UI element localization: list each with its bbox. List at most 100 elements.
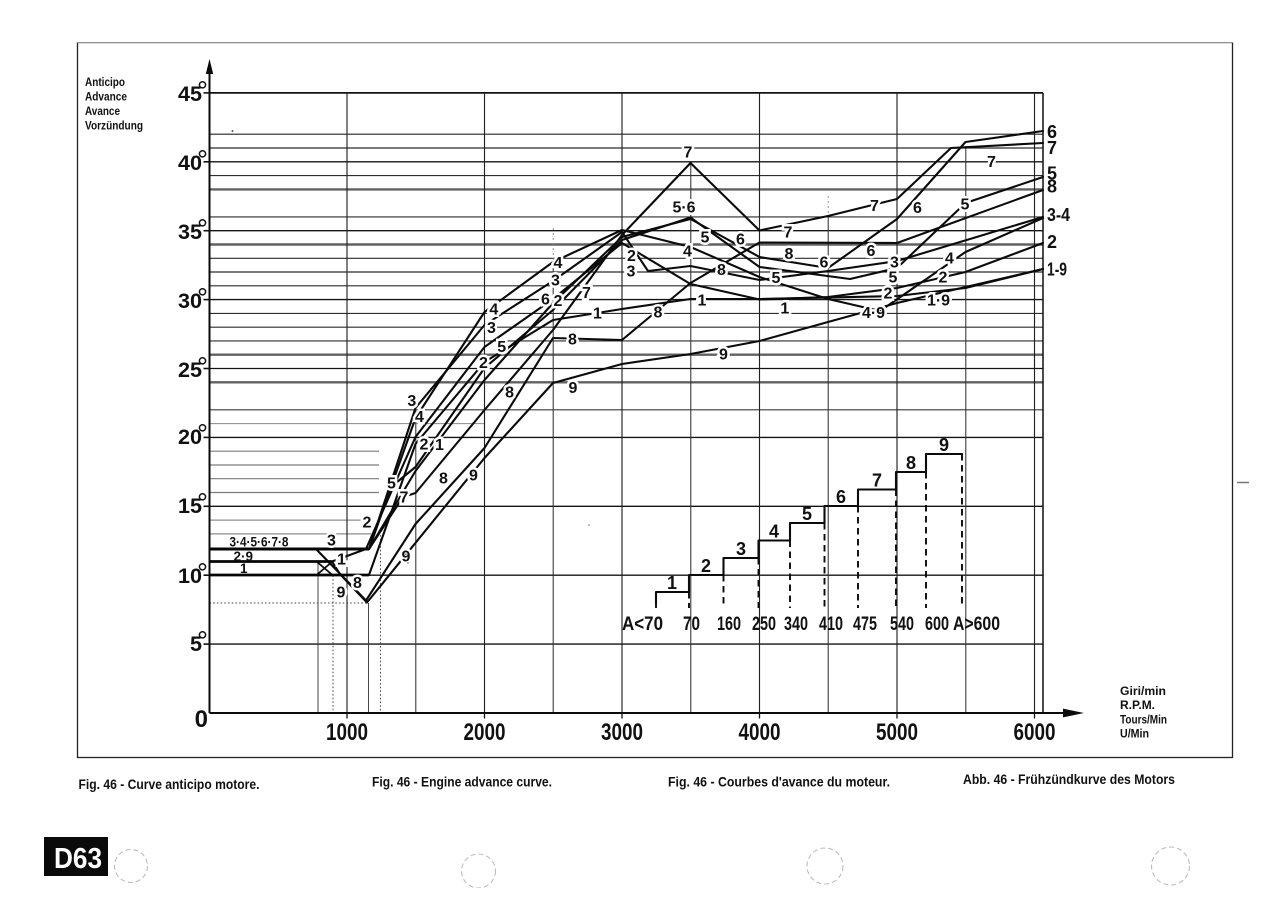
svg-text:1·9: 1·9 [927, 293, 950, 310]
svg-text:8: 8 [568, 332, 577, 349]
svg-text:1: 1 [780, 301, 789, 318]
svg-text:2: 2 [939, 270, 948, 287]
svg-text:7: 7 [987, 154, 996, 171]
svg-text:40: 40 [178, 152, 202, 175]
svg-text:1: 1 [337, 552, 346, 569]
svg-text:1: 1 [593, 306, 602, 323]
svg-text:4: 4 [489, 302, 498, 319]
svg-text:45: 45 [178, 83, 202, 106]
svg-text:9: 9 [569, 380, 578, 397]
svg-text:9: 9 [719, 347, 728, 364]
svg-text:6: 6 [736, 232, 745, 249]
svg-text:4·9: 4·9 [862, 305, 885, 322]
svg-text:7: 7 [400, 490, 409, 507]
svg-text:8: 8 [906, 453, 916, 473]
svg-text:6: 6 [541, 292, 550, 309]
svg-text:U/Min: U/Min [1120, 729, 1149, 741]
svg-text:Abb. 46 - Frühzündkurve des Mo: Abb. 46 - Frühzündkurve des Motors [963, 771, 1175, 787]
svg-text:4: 4 [415, 409, 424, 426]
svg-text:7: 7 [870, 198, 879, 215]
svg-text:8: 8 [505, 385, 514, 402]
svg-text:2: 2 [1047, 232, 1057, 252]
svg-text:A<70: A<70 [622, 614, 663, 635]
svg-text:8: 8 [785, 246, 794, 263]
svg-text:Advance: Advance [85, 92, 127, 104]
svg-text:4: 4 [489, 302, 498, 319]
svg-text:10: 10 [178, 565, 202, 588]
svg-text:2: 2 [627, 248, 636, 265]
svg-text:6: 6 [836, 487, 846, 507]
svg-text:9: 9 [337, 585, 346, 602]
svg-text:2: 2 [884, 286, 893, 303]
svg-text:4: 4 [554, 255, 563, 272]
svg-text:160: 160 [717, 614, 741, 635]
svg-text:2: 2 [479, 355, 488, 372]
svg-text:5: 5 [772, 270, 781, 287]
svg-text:600: 600 [925, 614, 949, 635]
svg-text:3: 3 [407, 393, 416, 410]
svg-text:2: 2 [554, 293, 563, 310]
svg-text:2: 2 [554, 293, 563, 310]
svg-text:9: 9 [337, 585, 346, 602]
svg-text:5: 5 [802, 504, 812, 524]
svg-text:6: 6 [736, 232, 745, 249]
svg-text:6: 6 [541, 292, 550, 309]
svg-text:4: 4 [945, 251, 954, 268]
svg-text:2: 2 [363, 515, 372, 532]
svg-text:70: 70 [683, 614, 700, 635]
svg-text:2: 2 [479, 355, 488, 372]
svg-text:8: 8 [1047, 177, 1057, 197]
svg-text:3: 3 [487, 320, 496, 337]
svg-text:7: 7 [582, 285, 591, 302]
svg-text:3: 3 [327, 533, 336, 550]
svg-text:9: 9 [402, 549, 411, 566]
svg-text:250: 250 [752, 614, 776, 635]
svg-text:9: 9 [569, 380, 578, 397]
svg-text:7: 7 [400, 490, 409, 507]
svg-text:6: 6 [820, 255, 829, 272]
svg-text:8: 8 [353, 575, 362, 592]
svg-text:8: 8 [717, 262, 726, 279]
svg-text:8: 8 [654, 305, 663, 322]
svg-text:Fig. 46 - Engine advance curve: Fig. 46 - Engine advance curve. [372, 774, 552, 790]
svg-text:1: 1 [667, 573, 677, 593]
svg-text:Avance: Avance [85, 106, 120, 118]
svg-text:6: 6 [820, 255, 829, 272]
svg-text:1·9: 1·9 [927, 293, 950, 310]
svg-text:6: 6 [1047, 122, 1057, 142]
svg-text:3-4: 3-4 [1047, 205, 1070, 225]
svg-text:6: 6 [913, 200, 922, 217]
svg-text:Fig. 46 - Courbes d'avance du: Fig. 46 - Courbes d'avance du moteur. [668, 774, 890, 790]
svg-text:6: 6 [867, 243, 876, 260]
svg-text:1000: 1000 [326, 719, 368, 746]
svg-text:1: 1 [780, 301, 789, 318]
svg-text:35: 35 [178, 221, 202, 244]
svg-text:4: 4 [683, 244, 692, 261]
svg-text:3: 3 [890, 255, 899, 272]
svg-text:410: 410 [819, 614, 843, 635]
svg-text:3: 3 [890, 255, 899, 272]
svg-text:7: 7 [1047, 138, 1057, 158]
svg-text:8: 8 [353, 575, 362, 592]
svg-text:4: 4 [945, 251, 954, 268]
svg-text:A>600: A>600 [953, 614, 1000, 635]
svg-text:3: 3 [487, 320, 496, 337]
svg-text:Vorzündung: Vorzündung [85, 121, 143, 133]
svg-text:3: 3 [327, 533, 336, 550]
svg-text:7: 7 [784, 225, 793, 242]
svg-text:7: 7 [582, 285, 591, 302]
svg-text:7: 7 [987, 154, 996, 171]
svg-text:1: 1 [435, 437, 444, 454]
svg-text:8: 8 [505, 385, 514, 402]
svg-text:30: 30 [178, 290, 202, 313]
svg-text:9: 9 [719, 347, 728, 364]
svg-text:5: 5 [889, 270, 898, 287]
svg-text:3000: 3000 [601, 719, 643, 746]
svg-text:5: 5 [772, 270, 781, 287]
svg-text:5: 5 [497, 339, 506, 356]
svg-text:2: 2 [420, 437, 429, 454]
svg-text:3: 3 [736, 539, 746, 559]
svg-text:0: 0 [195, 706, 208, 733]
svg-text:7: 7 [870, 198, 879, 215]
svg-text:340: 340 [784, 614, 808, 635]
